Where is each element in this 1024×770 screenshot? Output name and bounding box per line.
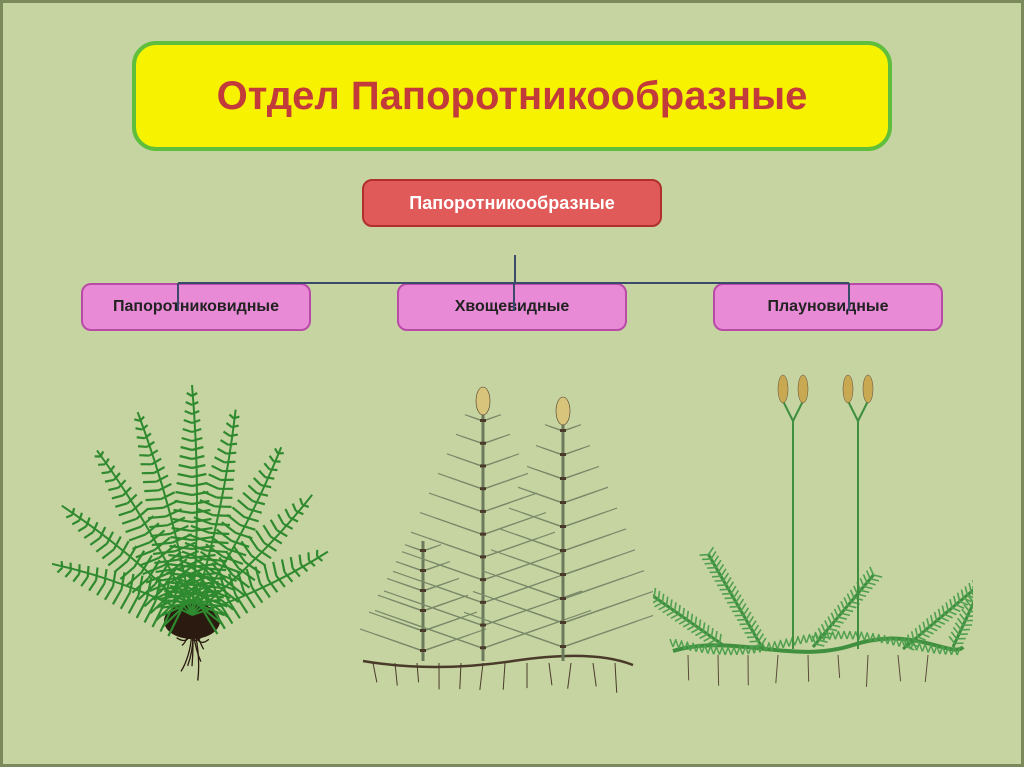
- clubmoss-illustration: [653, 361, 973, 721]
- plant-horsetail: [333, 351, 653, 731]
- child-clubmoss-label: Плауновидные: [768, 298, 889, 316]
- children-row: Папоротниковидные Хвощевидные Плауновидн…: [21, 283, 1003, 331]
- child-fern-label: Папоротниковидные: [113, 298, 279, 316]
- plant-clubmoss: [653, 351, 973, 731]
- child-fern: Папоротниковидные: [81, 283, 311, 331]
- plant-fern: [51, 351, 333, 731]
- root-node: Папоротникообразные: [362, 179, 662, 227]
- child-clubmoss: Плауновидные: [713, 283, 943, 331]
- root-text: Папоротникообразные: [409, 193, 614, 214]
- diagram-canvas: Отдел Папоротникообразные Папоротникообр…: [0, 0, 1024, 767]
- fern-illustration: [52, 361, 332, 721]
- child-horsetail-label: Хвощевидные: [455, 298, 570, 316]
- child-horsetail: Хвощевидные: [397, 283, 627, 331]
- plants-row: [21, 351, 1003, 731]
- title-box: Отдел Папоротникообразные: [132, 41, 892, 151]
- title-text: Отдел Папоротникообразные: [217, 74, 808, 119]
- horsetail-illustration: [333, 361, 653, 721]
